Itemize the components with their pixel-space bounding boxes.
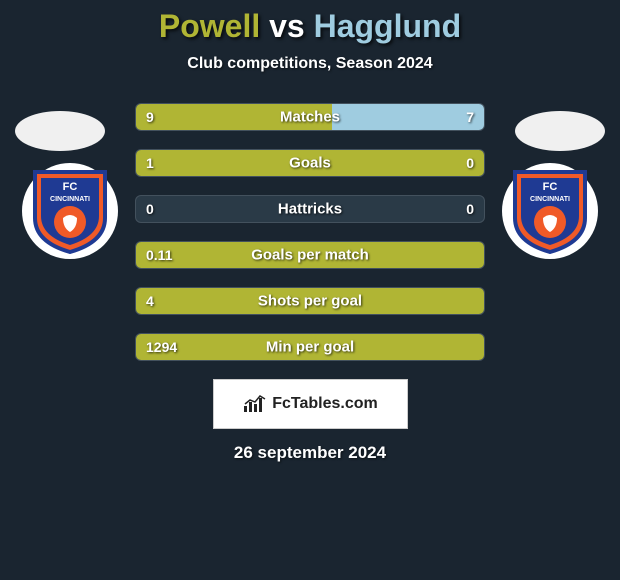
stat-label: Goals per match [251, 247, 369, 264]
stat-label: Min per goal [266, 339, 354, 356]
svg-text:CINCINNATI: CINCINNATI [530, 196, 570, 203]
stat-value-left: 1 [146, 155, 154, 171]
stat-row: Goals 1 0 [135, 149, 485, 177]
stat-value-right: 0 [466, 155, 474, 171]
svg-text:CINCINNATI: CINCINNATI [50, 196, 90, 203]
stat-value-left: 4 [146, 293, 154, 309]
stat-label: Matches [280, 109, 340, 126]
country-flag-right [515, 111, 605, 151]
stat-label: Goals [289, 155, 331, 172]
bar-right-fill [332, 104, 484, 130]
footer-brand-box: FcTables.com [213, 379, 408, 429]
svg-text:FC: FC [543, 181, 558, 193]
stat-value-left: 0 [146, 201, 154, 217]
player-right-name: Hagglund [314, 8, 462, 44]
stat-value-right: 0 [466, 201, 474, 217]
club-badge-left: FC CINCINNATI [22, 163, 118, 259]
stat-row: Hattricks 0 0 [135, 195, 485, 223]
footer-brand-text: FcTables.com [272, 395, 378, 413]
club-shield-right: FC CINCINNATI [511, 168, 589, 254]
stats-area: FC CINCINNATI FC CINCINNATI Matches [0, 103, 620, 361]
chart-icon [242, 394, 268, 414]
stat-value-left: 0.11 [146, 247, 172, 263]
page-title: Powell vs Hagglund [0, 8, 620, 45]
comparison-card: Powell vs Hagglund Club competitions, Se… [0, 0, 620, 463]
date-text: 26 september 2024 [0, 443, 620, 463]
subtitle: Club competitions, Season 2024 [0, 55, 620, 73]
svg-text:FC: FC [63, 181, 78, 193]
stat-row: Matches 9 7 [135, 103, 485, 131]
player-left-name: Powell [159, 8, 260, 44]
stat-label: Hattricks [278, 201, 342, 218]
stat-value-left: 9 [146, 109, 154, 125]
stat-value-left: 1294 [146, 339, 177, 355]
stat-row: Min per goal 1294 [135, 333, 485, 361]
stat-label: Shots per goal [258, 293, 362, 310]
stat-row: Shots per goal 4 [135, 287, 485, 315]
club-shield-left: FC CINCINNATI [31, 168, 109, 254]
country-flag-left [15, 111, 105, 151]
stat-value-right: 7 [466, 109, 474, 125]
stat-bars: Matches 9 7 Goals 1 0 Hattricks 0 0 Goals per mat… [135, 103, 485, 361]
club-badge-right: FC CINCINNATI [502, 163, 598, 259]
vs-text: vs [269, 8, 305, 44]
stat-row: Goals per match 0.11 [135, 241, 485, 269]
